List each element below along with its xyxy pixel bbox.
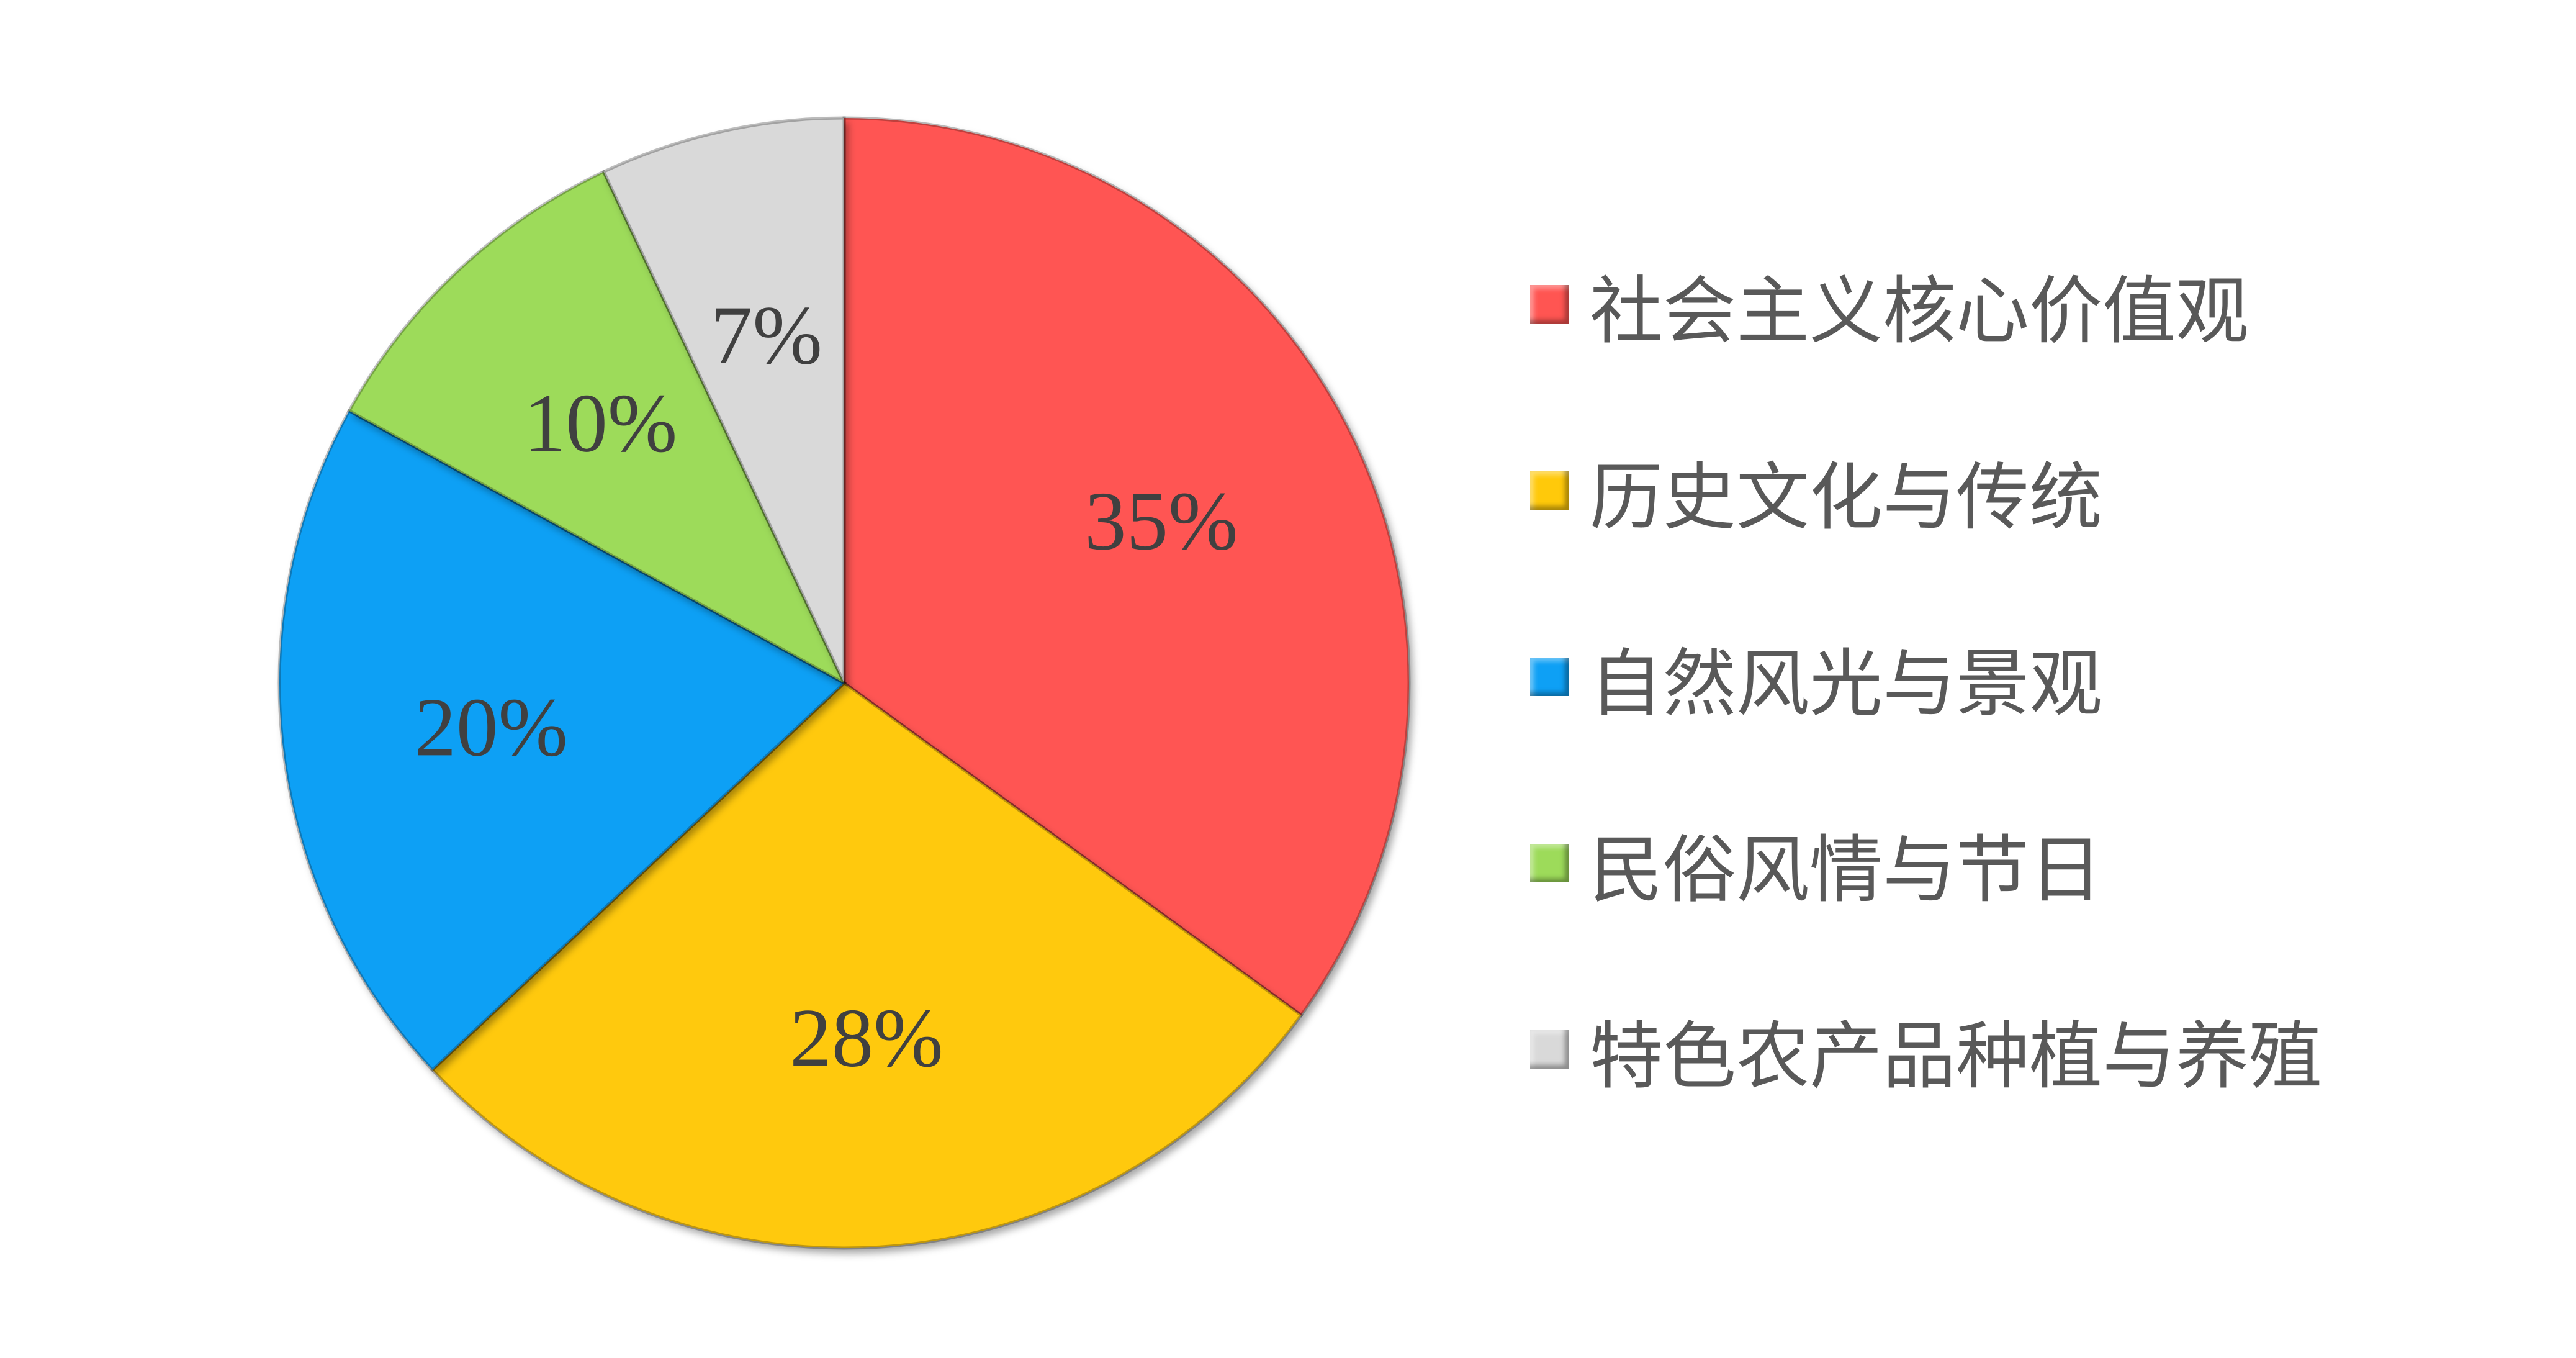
legend-item: 社会主义核心价值观 xyxy=(1530,211,2322,397)
data-label: 7% xyxy=(711,289,822,382)
legend-label: 自然风光与景观 xyxy=(1590,640,2103,727)
legend-swatch xyxy=(1530,471,1569,510)
legend-label: 特色农产品种植与养殖 xyxy=(1590,1013,2323,1099)
legend-swatch xyxy=(1530,658,1569,696)
legend-swatch xyxy=(1530,1030,1569,1069)
data-label: 28% xyxy=(790,992,943,1085)
legend-item: 自然风光与景观 xyxy=(1530,584,2322,770)
data-label: 35% xyxy=(1084,475,1238,568)
legend-swatch xyxy=(1530,844,1569,882)
pie-slice xyxy=(277,409,847,1072)
legend-label: 民俗风情与节日 xyxy=(1590,826,2103,913)
legend-item: 特色农产品种植与养殖 xyxy=(1530,956,2322,1143)
legend-item: 民俗风情与节日 xyxy=(1530,770,2322,956)
legend-label: 历史文化与传统 xyxy=(1590,454,2103,540)
legend-item: 历史文化与传统 xyxy=(1530,397,2322,584)
data-label: 20% xyxy=(414,681,567,774)
legend-swatch xyxy=(1530,285,1569,324)
pie-slice xyxy=(430,681,1304,1250)
legend: 社会主义核心价值观 历史文化与传统 自然风光与景观 民俗风情与节日特色农产品种植与养殖 xyxy=(1530,211,2322,1143)
pie-slice xyxy=(601,116,846,684)
pie-slice xyxy=(842,116,1411,1018)
legend-label: 社会主义核心价值观 xyxy=(1590,268,2249,354)
pie-slice xyxy=(347,170,848,687)
data-label: 10% xyxy=(524,378,677,470)
